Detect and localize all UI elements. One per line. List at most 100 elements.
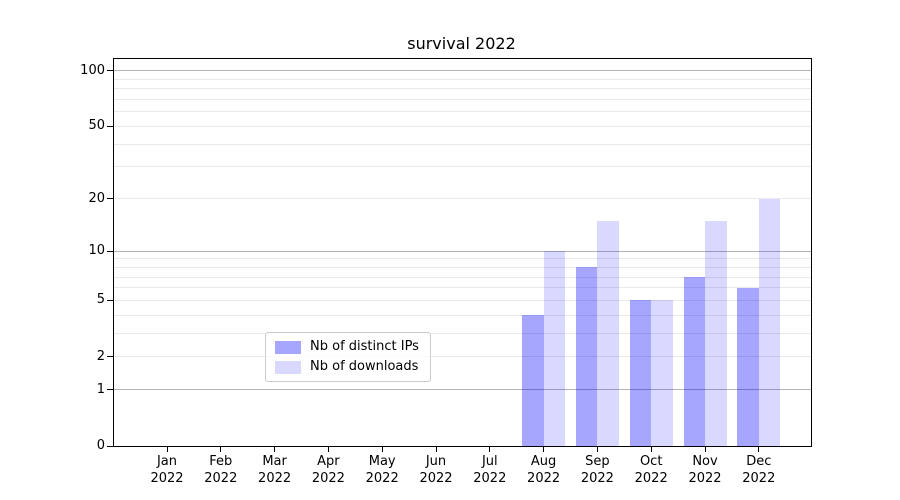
x-axis-tick-label-line: 2022 — [419, 471, 453, 486]
y-axis-tick-label: 2 — [96, 348, 105, 364]
y-axis-tick — [107, 198, 114, 200]
y-axis-tick-label: 50 — [88, 118, 105, 134]
x-axis-tick — [166, 446, 168, 452]
bar-distinct-ips-nov — [683, 277, 705, 446]
x-axis-tick — [596, 446, 598, 452]
x-axis-tick-label-line: Mar — [262, 454, 287, 469]
x-axis-tick-label-line: 2022 — [527, 471, 561, 486]
x-axis-tick-label-line: Nov — [692, 454, 718, 469]
bar-distinct-ips-sep — [575, 267, 598, 446]
x-axis-tick — [274, 446, 276, 452]
legend-label: Nb of distinct IPs — [310, 339, 419, 354]
y-axis-tick — [107, 445, 114, 447]
legend: Nb of distinct IPs Nb of downloads — [265, 332, 431, 382]
minor-gridline — [114, 332, 811, 334]
plot-area: 0 1 2 5 10 20 50 100 Jan 2022 Feb 2022 Mar 2022 Apr 202… — [80, 58, 812, 486]
x-axis-tick — [650, 446, 652, 452]
x-axis-tick-label-line: 2022 — [688, 471, 722, 486]
minor-gridline — [114, 88, 811, 90]
x-axis-tick-label-line: 2022 — [742, 471, 776, 486]
x-axis-tick-label-line: Aug — [530, 454, 557, 469]
x-axis-tick-label-line: Oct — [639, 454, 663, 469]
x-axis-tick-label-line: 2022 — [634, 471, 668, 486]
x-axis-tick-label-line: Dec — [746, 454, 772, 469]
x-axis-tick-label-line: 2022 — [473, 471, 507, 486]
y-axis-tick — [107, 389, 114, 391]
x-axis-tick-label: Feb 2022 — [191, 453, 251, 487]
minor-gridline — [114, 78, 811, 80]
x-axis-tick-label-line: 2022 — [258, 471, 292, 486]
x-axis-tick-label-line: Jun — [425, 454, 447, 469]
x-axis-tick — [543, 446, 545, 452]
y-axis-tick — [107, 356, 114, 358]
bar-distinct-ips-dec — [737, 287, 759, 446]
legend-item: Nb of distinct IPs — [275, 339, 421, 355]
x-axis-tick-label: May 2022 — [352, 453, 412, 487]
x-axis-tick — [381, 446, 383, 452]
minor-gridline — [114, 198, 811, 200]
x-axis-tick-label: Nov 2022 — [675, 453, 735, 487]
legend-item: Nb of downloads — [275, 359, 421, 375]
bar-distinct-ips-aug — [522, 315, 544, 446]
bar-distinct-ips-oct — [629, 300, 652, 446]
bar-downloads-oct — [651, 300, 673, 446]
x-axis-tick-label: Oct 2022 — [621, 453, 681, 487]
minor-gridline — [114, 356, 811, 358]
bar-downloads-aug — [543, 251, 566, 446]
x-axis-tick-label: Apr 2022 — [298, 453, 358, 487]
x-axis-tick-label: Jun 2022 — [406, 453, 466, 487]
x-axis-tick-label: Mar 2022 — [245, 453, 305, 487]
minor-gridline — [114, 258, 811, 260]
y-axis-tick — [107, 70, 114, 72]
major-gridline — [114, 70, 811, 72]
y-axis-tick — [107, 125, 114, 127]
x-axis-tick-label-line: 2022 — [580, 471, 614, 486]
x-axis-tick-label-line: Sep — [585, 454, 610, 469]
y-axis-tick — [107, 299, 114, 301]
y-axis-tick-label: 10 — [88, 243, 105, 259]
y-axis-tick-label: 5 — [96, 292, 105, 308]
y-axis-tick-label: 20 — [88, 190, 105, 206]
minor-gridline — [114, 276, 811, 278]
legend-label: Nb of downloads — [310, 359, 419, 374]
x-axis-tick-label: Sep 2022 — [567, 453, 627, 487]
x-axis-tick — [435, 446, 437, 452]
x-axis-tick-label: Aug 2022 — [514, 453, 574, 487]
minor-gridline — [114, 99, 811, 101]
minor-gridline — [114, 111, 811, 113]
x-axis-tick — [327, 446, 329, 452]
y-axis-tick-label: 0 — [96, 438, 105, 453]
y-axis-tick-label: 1 — [96, 381, 105, 397]
x-axis-tick — [489, 446, 491, 452]
x-axis-tick-label-line: Jul — [481, 454, 498, 469]
minor-gridline — [114, 299, 811, 301]
minor-gridline — [114, 287, 811, 289]
chart-title: survival 2022 — [407, 34, 516, 53]
minor-gridline — [114, 266, 811, 268]
x-axis-tick-label-line: 2022 — [150, 471, 184, 486]
x-axis-tick-label: Dec 2022 — [729, 453, 789, 487]
x-axis-tick-label: Jan 2022 — [137, 453, 197, 487]
minor-gridline — [114, 143, 811, 145]
legend-swatch — [275, 360, 301, 374]
x-axis-tick-label-line: May — [368, 454, 396, 469]
x-axis-tick-label: Jul 2022 — [460, 453, 520, 487]
legend-swatch — [275, 340, 301, 354]
bar-downloads-sep — [597, 220, 619, 446]
x-axis-tick-label-line: Jan — [156, 454, 178, 469]
x-axis-tick-label-line: 2022 — [311, 471, 345, 486]
minor-gridline — [114, 314, 811, 316]
minor-gridline — [114, 166, 811, 168]
x-axis-tick-label-line: 2022 — [365, 471, 399, 486]
x-axis-tick — [704, 446, 706, 452]
x-axis-tick-label-line: Apr — [317, 454, 340, 469]
y-axis-tick — [107, 250, 114, 252]
x-axis-tick — [220, 446, 222, 452]
major-gridline — [114, 389, 811, 391]
minor-gridline — [114, 125, 811, 127]
x-axis-tick-label-line: 2022 — [204, 471, 238, 486]
x-axis-tick-label-line: Feb — [209, 454, 233, 469]
y-axis-tick-label: 100 — [80, 62, 105, 78]
x-axis-tick — [758, 446, 760, 452]
